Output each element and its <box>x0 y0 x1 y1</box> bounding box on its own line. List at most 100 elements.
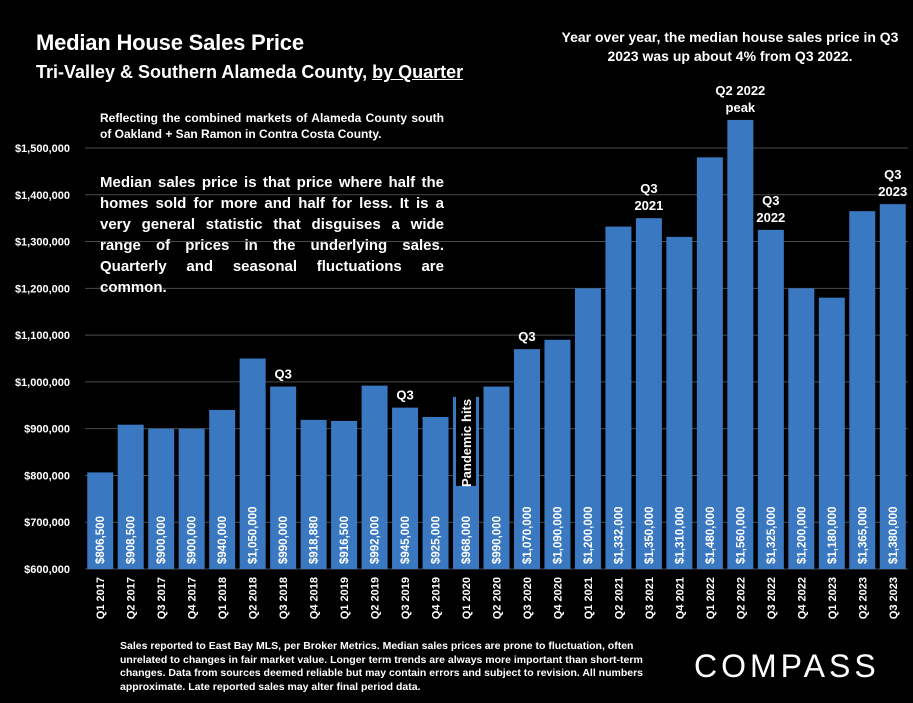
y-tick-label: $1,000,000 <box>15 377 70 389</box>
compass-logo: COMPASS <box>694 648 880 684</box>
bar-annotation: 2021 <box>634 198 663 213</box>
bar-annotation: Q3 <box>274 367 291 382</box>
bar <box>757 229 784 569</box>
x-tick-label: Q2 2017 <box>126 577 138 619</box>
bar-value-label: $1,050,000 <box>248 506 260 564</box>
bar-value-label: $1,310,000 <box>674 506 686 564</box>
bar-value-label: $918,880 <box>309 516 321 564</box>
bar-value-label: $1,380,000 <box>888 506 900 564</box>
x-tick-label: Q3 2021 <box>644 577 656 619</box>
x-tick-label: Q2 2019 <box>370 577 382 619</box>
bar-annotation: Q3 <box>518 329 535 344</box>
bar-value-label: $916,500 <box>339 516 351 564</box>
subtitle-period: by Quarter <box>372 62 464 82</box>
bar-value-label: $1,480,000 <box>705 506 717 564</box>
yoy-callout: Year over year, the median house sales p… <box>561 29 899 64</box>
bar <box>148 428 175 569</box>
bar-value-label: $940,000 <box>217 516 229 564</box>
bar-value-label: $1,325,000 <box>766 506 778 564</box>
y-tick-label: $1,200,000 <box>15 283 70 295</box>
bar-value-label: $1,200,000 <box>583 506 595 564</box>
bar-value-label: $1,350,000 <box>644 506 656 564</box>
bar-annotation: Q3 <box>640 181 657 196</box>
bar-value-label: $900,000 <box>187 516 199 564</box>
bar <box>209 409 236 569</box>
bar <box>635 218 662 569</box>
bar <box>696 157 723 569</box>
y-tick-label: $1,100,000 <box>15 330 70 342</box>
x-tick-label: Q3 2022 <box>766 577 778 619</box>
y-tick-label: $1,400,000 <box>15 190 70 202</box>
bar-annotation: Q3 <box>396 388 413 403</box>
bar <box>879 204 906 569</box>
x-tick-label: Q4 2021 <box>674 577 686 619</box>
x-tick-label: Q2 2022 <box>735 577 747 619</box>
x-tick-label: Q3 2023 <box>888 577 900 619</box>
bar <box>818 297 845 569</box>
x-tick-label: Q3 2017 <box>156 577 168 619</box>
x-tick-label: Q4 2018 <box>309 577 321 619</box>
bar-value-label: $990,000 <box>278 516 290 564</box>
y-tick-label: $700,000 <box>24 517 70 529</box>
x-tick-label: Q1 2020 <box>461 577 473 619</box>
bar-annotation: Q3 <box>762 193 779 208</box>
bar <box>87 472 114 569</box>
subtitle-region: Tri-Valley & Southern Alameda County, <box>36 62 373 82</box>
bar <box>544 339 571 569</box>
bar <box>392 407 419 569</box>
bar <box>117 424 144 569</box>
median-definition-note: Median sales price is that price where h… <box>100 174 444 296</box>
x-tick-label: Q4 2020 <box>552 577 564 619</box>
bar-value-label: $945,000 <box>400 516 412 564</box>
bar-value-label: $806,500 <box>95 516 107 564</box>
y-tick-label: $600,000 <box>24 564 70 576</box>
bar-annotation: peak <box>726 100 756 115</box>
bar-value-label: $908,500 <box>126 516 138 564</box>
bar-value-label: $900,000 <box>156 516 168 564</box>
chart-title: Median House Sales Price <box>36 30 304 55</box>
bar <box>178 428 205 569</box>
bar-annotation: 2023 <box>878 184 907 199</box>
bar <box>727 119 754 569</box>
bar-annotation: Q2 2022 <box>715 83 765 98</box>
bar-annotation: Q3 <box>884 167 901 182</box>
y-tick-label: $900,000 <box>24 424 70 436</box>
bar <box>270 386 297 569</box>
x-tick-label: Q1 2021 <box>583 577 595 619</box>
region-note: Reflecting the combined markets of Alame… <box>100 111 444 141</box>
x-tick-label: Q2 2021 <box>613 577 625 619</box>
bar-value-label: $1,070,000 <box>522 506 534 564</box>
x-tick-label: Q1 2023 <box>827 577 839 619</box>
annotation-background <box>456 395 477 486</box>
bar-value-label: $1,560,000 <box>735 506 747 564</box>
bar <box>788 288 815 569</box>
bar <box>574 288 601 569</box>
bar-value-label: $1,180,000 <box>827 506 839 564</box>
bar-value-label: $1,332,000 <box>613 506 625 564</box>
y-tick-label: $800,000 <box>24 470 70 482</box>
source-footnote: Sales reported to East Bay MLS, per Brok… <box>120 640 644 693</box>
bar <box>239 358 266 569</box>
x-tick-label: Q2 2020 <box>492 577 504 619</box>
bar <box>361 385 388 569</box>
bar-value-label: $1,200,000 <box>796 506 808 564</box>
x-tick-label: Q2 2018 <box>248 577 260 619</box>
bar-value-label: $925,000 <box>431 516 443 564</box>
x-tick-label: Q2 2023 <box>857 577 869 619</box>
pandemic-annotation: Pandemic hits <box>459 399 474 487</box>
bar <box>483 386 510 569</box>
bar <box>513 349 540 569</box>
x-tick-label: Q1 2018 <box>217 577 229 619</box>
x-tick-label: Q3 2018 <box>278 577 290 619</box>
bar <box>300 419 327 569</box>
bar-value-label: $1,365,000 <box>857 506 869 564</box>
x-tick-label: Q3 2019 <box>400 577 412 619</box>
x-tick-label: Q3 2020 <box>522 577 534 619</box>
x-tick-label: Q4 2019 <box>431 577 443 619</box>
bar <box>666 236 693 569</box>
y-tick-label: $1,300,000 <box>15 237 70 249</box>
x-tick-label: Q4 2022 <box>796 577 808 619</box>
bar <box>849 211 876 569</box>
